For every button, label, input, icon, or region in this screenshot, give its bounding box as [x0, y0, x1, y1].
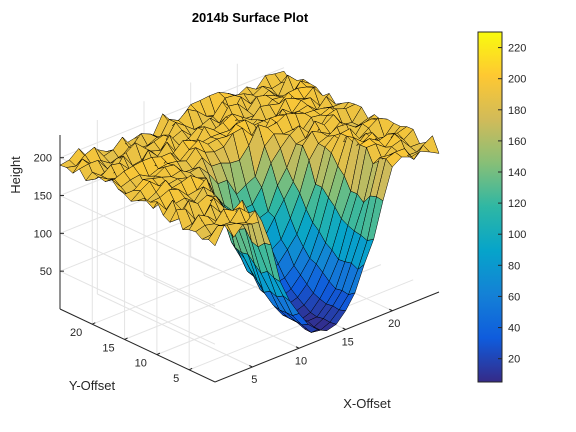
grid-line — [59, 195, 216, 269]
colorbar-tick-label: 140 — [508, 167, 526, 179]
grid-line — [59, 232, 216, 307]
y-tick-mark — [92, 322, 96, 325]
y-tick-label: 5 — [173, 373, 179, 385]
colorbar-tick-label: 220 — [508, 43, 526, 55]
colorbar-tick-label: 40 — [508, 323, 520, 335]
x-axis-label: X-Offset — [343, 396, 391, 411]
z-axis-label: Height — [8, 156, 23, 194]
y-tick-label: 20 — [70, 327, 82, 339]
grid-line — [97, 293, 253, 368]
z-tick-label: 200 — [34, 153, 52, 165]
colorbar: 20 40 60 80 100 120 140 160 180 200 220 — [477, 31, 526, 383]
colorbar-tick-label: 180 — [508, 105, 526, 117]
y-tick-label: 15 — [102, 342, 114, 354]
x-tick-mark — [342, 327, 346, 330]
colorbar-tick-label: 20 — [508, 354, 520, 366]
x-tick-label: 15 — [342, 337, 354, 349]
colorbar-tick-label: 160 — [508, 136, 526, 148]
y-axis-label: Y-Offset — [69, 378, 116, 393]
colorbar-tick-label: 120 — [508, 198, 526, 210]
colorbar-tick-label: 100 — [508, 229, 526, 241]
tick-labels: 5 10 15 20 5 10 15 20 50 100 150 200 — [34, 153, 401, 386]
grid-line — [59, 67, 285, 159]
colorbar-tick-label: 60 — [508, 291, 520, 303]
y-tick-label: 10 — [135, 358, 147, 370]
y-axis-line — [59, 308, 216, 383]
y-tick-mark — [188, 367, 193, 371]
axes-box — [59, 135, 440, 383]
z-tick-label: 150 — [34, 191, 52, 203]
surface-cell — [422, 135, 440, 154]
x-tick-label: 20 — [388, 318, 400, 330]
grid-line — [59, 270, 216, 345]
colorbar-gradient — [477, 31, 503, 383]
chart-title: 2014b Surface Plot — [192, 10, 309, 25]
x-tick-label: 5 — [251, 374, 257, 386]
x-tick-mark — [249, 365, 253, 368]
z-tick-label: 50 — [40, 266, 52, 278]
colorbar-tick-label: 80 — [508, 260, 520, 272]
x-tick-mark — [389, 308, 393, 312]
y-tick-mark — [156, 352, 161, 356]
colorbar-tick-label: 200 — [508, 74, 526, 86]
x-tick-label: 10 — [295, 355, 307, 367]
surface-mesh — [59, 70, 440, 333]
y-tick-mark — [124, 337, 128, 340]
colorbar-ticks: 20 40 60 80 100 120 140 160 180 200 220 — [498, 43, 526, 366]
x-tick-mark — [295, 346, 300, 349]
z-tick-label: 100 — [34, 228, 52, 240]
